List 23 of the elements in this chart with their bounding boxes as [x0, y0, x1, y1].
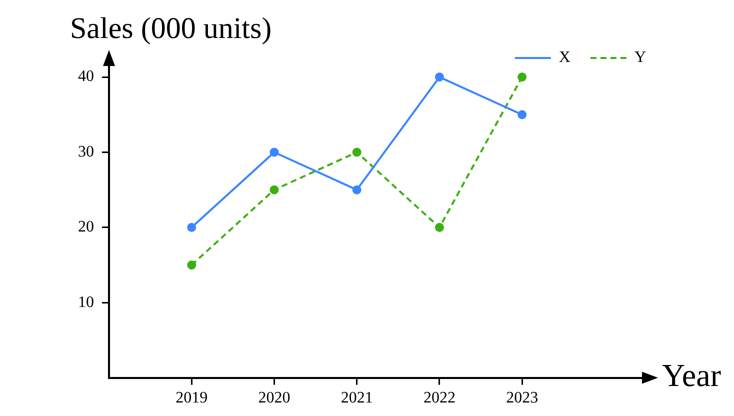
legend-label: X	[558, 49, 571, 66]
chart-title: Sales (000 units)	[70, 12, 272, 45]
point	[187, 260, 196, 270]
x-tick-label: 2020	[258, 390, 290, 407]
x-tick-label: 2019	[176, 390, 208, 407]
point	[434, 222, 444, 232]
x-tick-label: 2021	[340, 390, 373, 407]
y-tick-label: 10	[78, 294, 94, 311]
point	[518, 110, 527, 120]
x-tick-label: 2023	[506, 390, 538, 407]
point	[187, 222, 196, 232]
y-tick-label: 40	[78, 68, 94, 86]
point	[270, 148, 279, 157]
x-tick-label: 2022	[423, 390, 456, 407]
x-axis-title: Year	[662, 357, 722, 394]
point	[518, 72, 527, 82]
point	[352, 185, 362, 194]
point	[434, 72, 444, 82]
legend-label: Y	[634, 49, 646, 66]
point	[270, 185, 279, 194]
point	[352, 148, 362, 157]
y-tick-label: 30	[78, 143, 94, 160]
y-tick-label: 20	[78, 218, 94, 236]
